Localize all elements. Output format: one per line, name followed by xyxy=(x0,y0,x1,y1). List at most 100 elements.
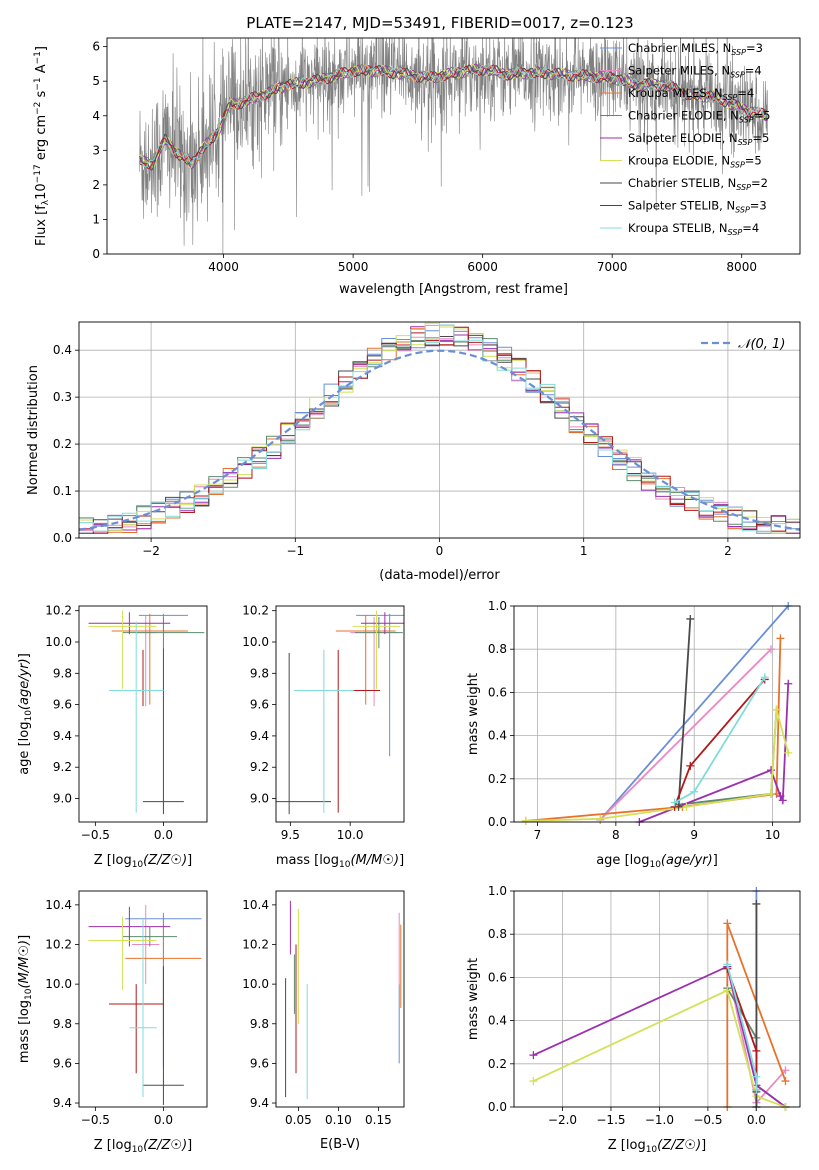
panel-weight-vs-metallicity: −2.0 −1.5 −1.0 −0.5 0.0 0.0 0.2 0.4 0.6 0.8 1.0 Z [… xyxy=(466,884,801,1155)
x-tick-label: −1.5 xyxy=(596,1113,625,1127)
x-tick-label: −2 xyxy=(142,544,160,558)
y-tick-label: 0.0 xyxy=(53,531,72,545)
legend-label-8: Kroupa STELIB, NSSP=4 xyxy=(628,221,759,237)
x-axis-label: E(B-V) xyxy=(320,1137,360,1152)
x-tick-label: 2 xyxy=(724,544,732,558)
weight-marker xyxy=(521,816,530,825)
y-tick-label: 10.0 xyxy=(45,635,72,649)
x-tick-label: 9.5 xyxy=(281,828,300,842)
axes-frame xyxy=(78,890,208,1108)
y-tick-label: 10.4 xyxy=(242,898,269,912)
x-axis-label: wavelength [Angstrom, rest frame] xyxy=(339,282,568,297)
x-tick-label: −2.0 xyxy=(548,1113,577,1127)
y-tick-label: 10.2 xyxy=(45,604,72,618)
y-tick-label: 0 xyxy=(92,247,100,261)
weight-series-5 xyxy=(525,709,790,822)
y-tick-label: 9.4 xyxy=(250,729,269,743)
y-tick-label: 0.6 xyxy=(488,685,507,699)
legend-label-1: Salpeter MILES, NSSP=4 xyxy=(628,64,762,80)
legend-label-2: Kroupa MILES, NSSP=4 xyxy=(628,86,754,102)
y-tick-label: 0.4 xyxy=(53,343,72,357)
legend-normal-label: 𝒩(0, 1) xyxy=(738,337,785,352)
y-tick-label: 9.0 xyxy=(53,792,72,806)
y-tick-label: 9.8 xyxy=(53,666,72,680)
x-axis-label: (data-model)/error xyxy=(379,568,500,583)
axes-frame xyxy=(275,605,405,823)
y-tick-label: 9.8 xyxy=(250,1017,269,1031)
panel-mass-vs-ebv: 0.05 0.10 0.15 9.4 9.6 9.8 10.0 10.2 10.4 E(B-V) xyxy=(242,890,405,1152)
y-tick-label: 0.8 xyxy=(488,927,507,941)
y-axis-label: mass [log10(M/M☉)] xyxy=(17,935,34,1063)
weight-series-2 xyxy=(525,638,782,822)
weight-marker xyxy=(760,673,769,682)
weight-marker xyxy=(752,1085,761,1094)
legend-label-5: Kroupa ELODIE, NSSP=5 xyxy=(628,154,762,170)
weight-marker xyxy=(752,1072,761,1081)
y-axis-label: mass weight xyxy=(466,958,481,1040)
panel-residuals: −2 −1 0 1 2 0.0 0.1 0.2 0.3 0.4 (data-model)/error… xyxy=(26,321,801,583)
figure-title: PLATE=2147, MJD=53491, FIBERID=0017, z=0… xyxy=(246,14,633,32)
weight-marker xyxy=(767,789,776,798)
x-axis-label: Z [log10(Z/Z☉)] xyxy=(94,853,192,870)
y-tick-label: 1.0 xyxy=(488,599,507,613)
y-tick-label: 6 xyxy=(92,40,100,54)
weight-series-0 xyxy=(599,605,789,821)
histogram-series-8 xyxy=(79,324,800,532)
y-tick-label: 2 xyxy=(92,178,100,192)
x-tick-label: 8000 xyxy=(726,260,757,274)
y-axis-label: age [log10(age/yr)] xyxy=(17,653,34,775)
panel-weight-vs-age: 7 8 9 10 0.0 0.2 0.4 0.6 0.8 1.0 age [log10(age/yr… xyxy=(466,599,801,870)
y-tick-label: 9.2 xyxy=(53,760,72,774)
axes-frame xyxy=(513,605,801,823)
weight-marker xyxy=(686,614,695,623)
y-tick-label: 1.0 xyxy=(488,884,507,898)
x-tick-label: 6000 xyxy=(467,260,498,274)
panel-mass-vs-metallicity: −0.5 0.0 9.4 9.6 9.8 10.0 10.2 10.4 Z [log10(Z/Z… xyxy=(17,890,208,1155)
y-tick-label: 0.2 xyxy=(488,1057,507,1071)
x-tick-label: 0.15 xyxy=(365,1113,392,1127)
x-tick-label: −1.0 xyxy=(645,1113,674,1127)
y-tick-label: 9.8 xyxy=(53,1017,72,1031)
weight-marker xyxy=(772,705,781,714)
x-tick-label: 0.0 xyxy=(154,1113,173,1127)
y-tick-label: 10.0 xyxy=(242,977,269,991)
y-tick-label: 9.2 xyxy=(250,760,269,774)
x-tick-label: 5000 xyxy=(338,260,369,274)
x-tick-label: −0.5 xyxy=(693,1113,722,1127)
axes-frame xyxy=(275,890,405,1108)
weight-marker xyxy=(529,1051,538,1060)
y-tick-label: 3 xyxy=(92,143,100,157)
y-tick-label: 9.6 xyxy=(250,1056,269,1070)
x-tick-label: 0.0 xyxy=(747,1113,766,1127)
y-tick-label: 10.0 xyxy=(45,977,72,991)
panel-spectrum: 4000 5000 6000 7000 8000 0 1 2 3 4 5 6 wavelength [A… xyxy=(33,37,801,297)
normal-curve xyxy=(79,349,800,531)
y-tick-label: 4 xyxy=(92,109,100,123)
x-tick-label: 10.0 xyxy=(337,828,364,842)
weight-series-6 xyxy=(677,618,692,807)
x-tick-label: 0.10 xyxy=(325,1113,352,1127)
y-tick-label: 0.4 xyxy=(488,1014,507,1028)
axes-frame xyxy=(106,37,801,255)
y-tick-label: 9.6 xyxy=(250,698,269,712)
y-tick-label: 0.0 xyxy=(488,815,507,829)
y-tick-label: 0.4 xyxy=(488,729,507,743)
y-axis-label: Normed distribution xyxy=(26,365,41,495)
x-tick-label: 7000 xyxy=(597,260,628,274)
weight-marker xyxy=(596,814,605,823)
y-tick-label: 9.4 xyxy=(53,1096,72,1110)
x-tick-label: 10 xyxy=(765,828,780,842)
x-tick-label: 9 xyxy=(690,828,698,842)
y-tick-label: 0.1 xyxy=(53,484,72,498)
spectrum-model-line-5 xyxy=(139,63,768,169)
y-axis-label: mass weight xyxy=(466,673,481,755)
weight-marker xyxy=(686,761,695,770)
weight-series-5 xyxy=(533,989,786,1108)
legend-label-0: Chabrier MILES, NSSP=3 xyxy=(628,41,763,57)
x-tick-label: 0.0 xyxy=(154,828,173,842)
y-tick-label: 10.4 xyxy=(45,898,72,912)
x-tick-label: 7 xyxy=(534,828,542,842)
weight-marker xyxy=(690,787,699,796)
panel-age-vs-metallicity: −0.5 0.0 9.0 9.2 9.4 9.6 9.8 10.0 10.2 Z [log10(Z… xyxy=(17,604,208,870)
